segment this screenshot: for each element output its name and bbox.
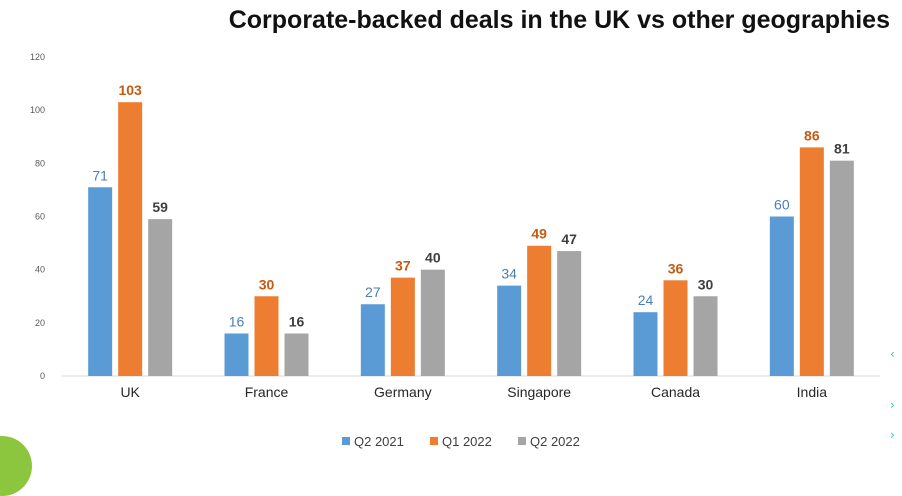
- bar: [148, 219, 173, 376]
- bar: [829, 160, 854, 376]
- category-label: India: [797, 384, 828, 400]
- bar: [224, 333, 249, 376]
- legend-swatch: [518, 437, 526, 445]
- category-label: Germany: [374, 384, 432, 400]
- data-label: 47: [561, 231, 577, 247]
- data-label: 30: [259, 276, 275, 292]
- bar: [390, 277, 415, 376]
- bar: [527, 245, 552, 376]
- bar: [284, 333, 309, 376]
- data-label: 71: [92, 167, 108, 183]
- data-label: 49: [531, 226, 547, 242]
- y-tick-label: 40: [35, 265, 45, 275]
- decorative-chevron-icon: ›: [890, 398, 895, 412]
- y-tick-label: 60: [35, 212, 45, 222]
- legend-swatch: [430, 437, 438, 445]
- y-tick-label: 20: [35, 318, 45, 328]
- y-tick-label: 80: [35, 158, 45, 168]
- category-label: Canada: [651, 384, 700, 400]
- data-label: 81: [834, 141, 850, 157]
- bar-chart: 0 20 40 60 80 100 120 71 103 59 UK 16 30 16 France 27 37…: [30, 52, 880, 449]
- category-label: UK: [120, 384, 140, 400]
- data-label: 103: [118, 82, 142, 98]
- chart-title: Corporate-backed deals in the UK vs othe…: [228, 6, 890, 34]
- bar: [663, 280, 688, 376]
- data-label: 16: [229, 313, 245, 329]
- bar: [633, 312, 658, 376]
- category-label: France: [245, 384, 289, 400]
- bar: [557, 251, 582, 376]
- bar: [88, 187, 113, 376]
- legend-label: Q1 2022: [442, 434, 492, 449]
- data-label: 37: [395, 258, 411, 274]
- y-tick-label: 100: [30, 105, 45, 115]
- data-label: 60: [774, 197, 790, 213]
- legend-swatch: [342, 437, 350, 445]
- y-tick-label: 0: [40, 371, 45, 381]
- data-label: 30: [698, 276, 714, 292]
- data-label: 34: [501, 266, 517, 282]
- bar: [360, 304, 385, 376]
- bar: [497, 285, 522, 376]
- bar: [118, 102, 143, 377]
- data-label: 16: [289, 313, 305, 329]
- bar: [799, 147, 824, 376]
- data-label: 24: [638, 292, 654, 308]
- legend-label: Q2 2021: [354, 434, 404, 449]
- data-label: 86: [804, 127, 820, 143]
- bar: [254, 296, 279, 376]
- decorative-chevron-icon: ‹: [890, 347, 895, 361]
- data-label: 27: [365, 284, 381, 300]
- decorative-chevron-icon: ›: [890, 428, 895, 442]
- data-label: 40: [425, 250, 441, 266]
- y-tick-label: 120: [30, 52, 45, 62]
- data-label: 59: [152, 199, 168, 215]
- bar: [693, 296, 718, 376]
- data-label: 36: [668, 260, 684, 276]
- category-label: Singapore: [507, 384, 571, 400]
- bar: [769, 216, 794, 376]
- bar: [420, 269, 445, 376]
- legend-label: Q2 2022: [530, 434, 580, 449]
